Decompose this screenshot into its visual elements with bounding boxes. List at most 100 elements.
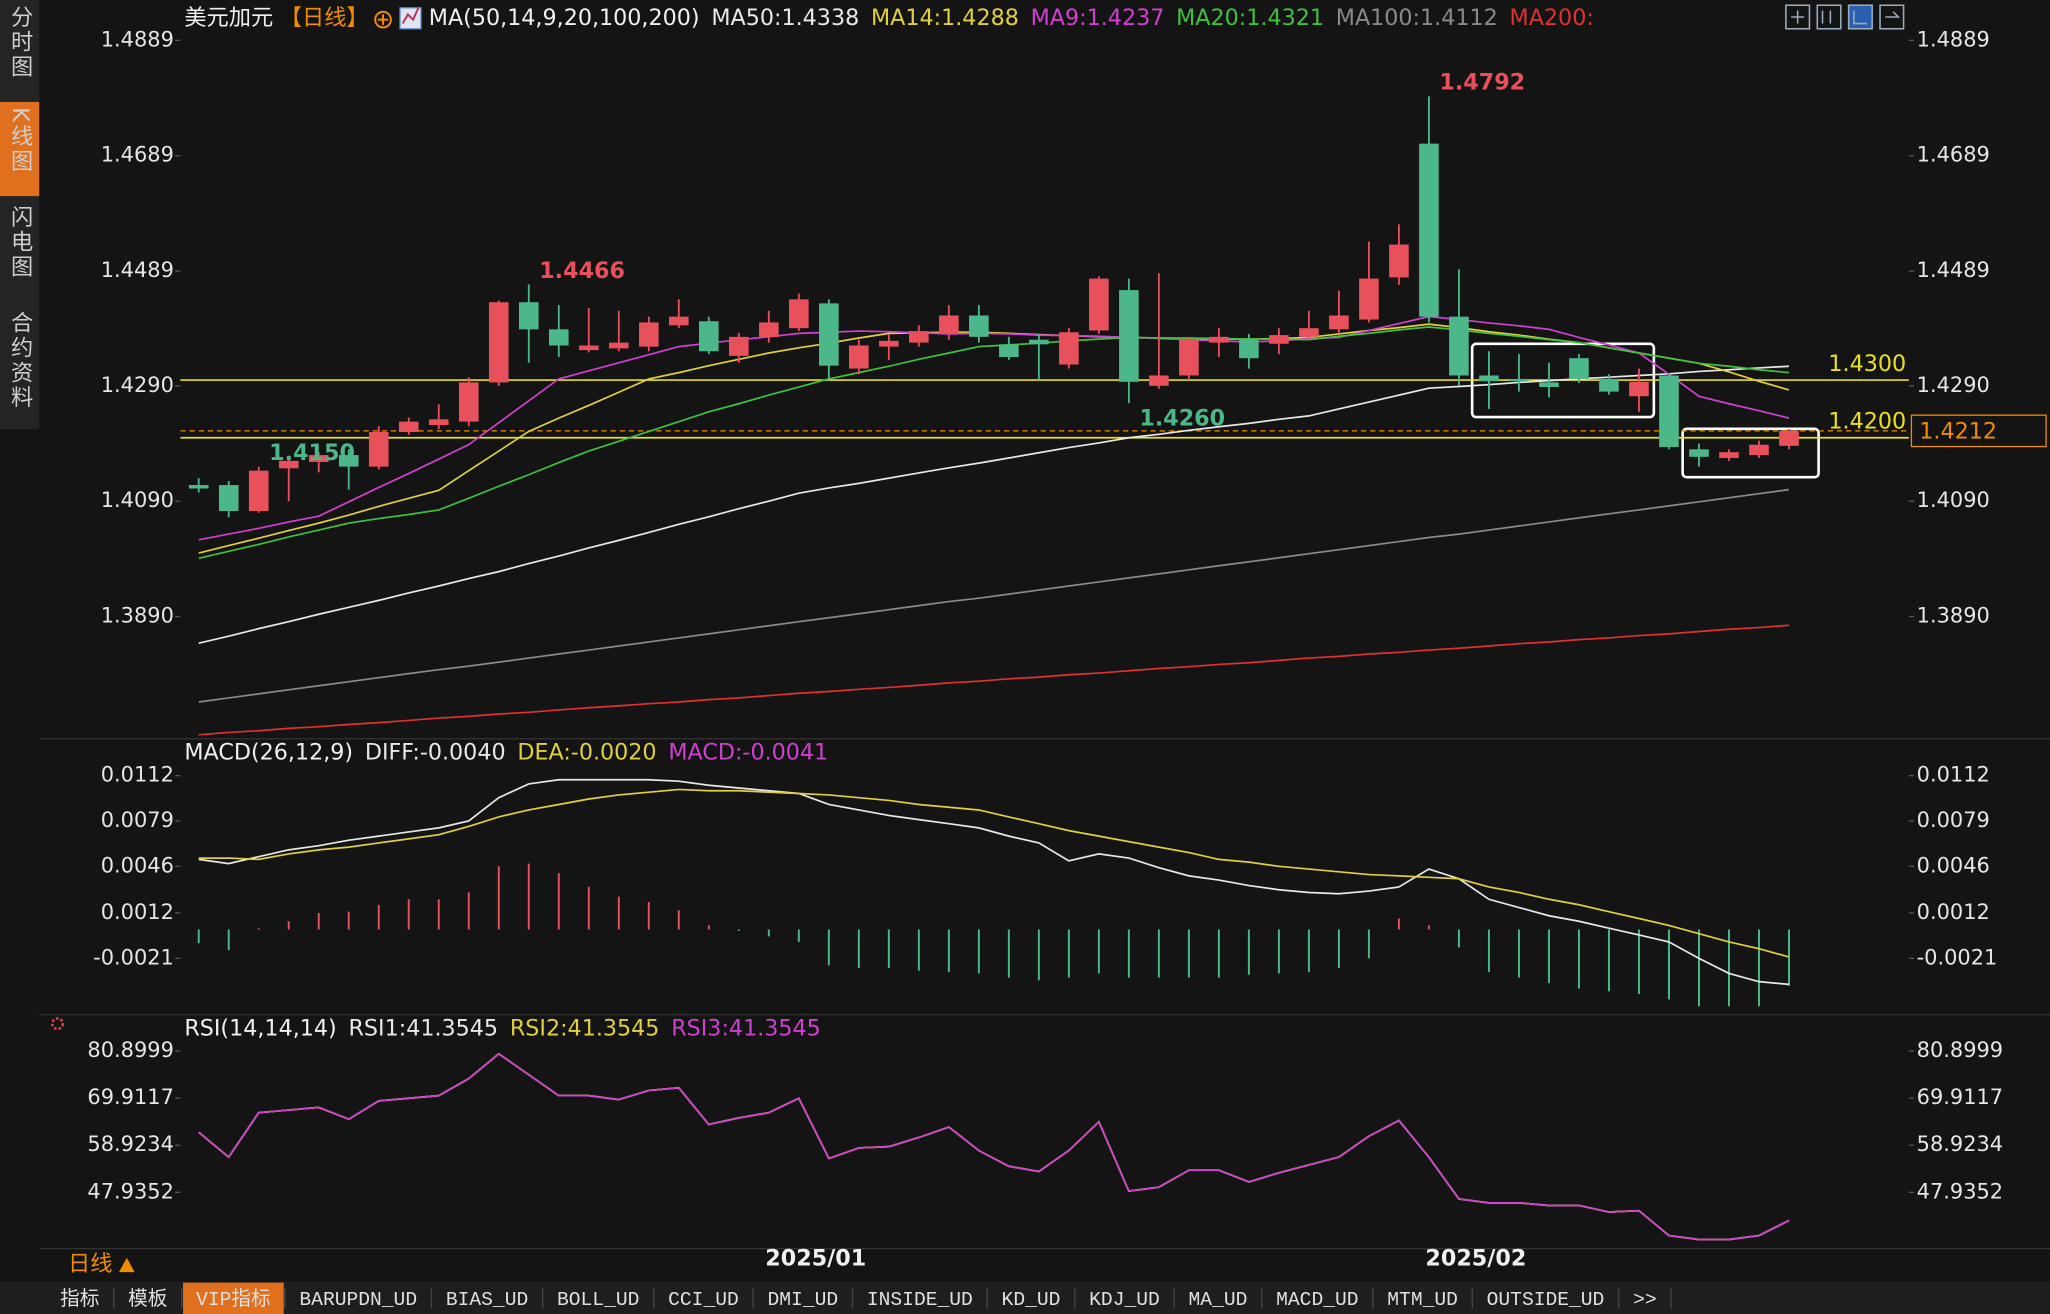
- period-label[interactable]: 日线: [68, 1251, 112, 1277]
- candle-body: [578, 345, 599, 351]
- candle-body: [368, 431, 389, 467]
- toolbar-tab[interactable]: 模板: [128, 1288, 167, 1311]
- y-tick-label: -0.0021: [93, 945, 174, 969]
- candle-body: [849, 345, 869, 369]
- toolbar-tab[interactable]: DMI_UD: [768, 1289, 839, 1311]
- candle-body: [188, 485, 209, 489]
- toolbar: [0, 1281, 2050, 1314]
- sidebar-tab[interactable]: K线图: [7, 107, 33, 174]
- chart-title: 美元加元: [184, 5, 273, 31]
- x-tick-label: 2025/02: [1425, 1246, 1526, 1272]
- candle-body: [1269, 335, 1289, 344]
- y-tick-label: 80.8999: [87, 1038, 173, 1062]
- toolbar-tab[interactable]: 指标: [60, 1288, 99, 1311]
- legend-entry: RSI2:41.3545: [510, 1015, 660, 1041]
- sidebar-active: [0, 101, 40, 197]
- candle-body: [278, 460, 299, 469]
- toolbar-tab[interactable]: BIAS_UD: [446, 1289, 528, 1311]
- candle-body: [759, 322, 779, 337]
- toolbar-tab[interactable]: MA_UD: [1189, 1289, 1248, 1311]
- price-annotation: 1.4792: [1439, 70, 1525, 96]
- add-icon[interactable]: [374, 10, 392, 29]
- y-tick-label-right: 1.4290: [1917, 373, 1990, 397]
- price-annotation: 1.4260: [1139, 405, 1225, 431]
- candle-body: [398, 421, 419, 432]
- y-tick-label-right: 0.0112: [1917, 763, 1990, 787]
- y-tick-label-right: 1.4090: [1917, 488, 1990, 512]
- icon[interactable]: [1879, 4, 1905, 30]
- y-tick-label: 0.0112: [101, 763, 174, 787]
- toolbar-tab[interactable]: KDJ_UD: [1089, 1289, 1160, 1311]
- toolbar-tab[interactable]: CCI_UD: [668, 1289, 739, 1311]
- y-tick-label: 0.0046: [101, 853, 174, 877]
- legend-title: RSI(14,14,14): [184, 1015, 336, 1041]
- legend-title: MA(50,14,9,20,100,200): [429, 5, 700, 31]
- candle-body: [1059, 332, 1079, 365]
- candle-body: [428, 419, 449, 426]
- icon[interactable]: [1816, 4, 1842, 30]
- toolbar-icons[interactable]: [1785, 4, 1905, 30]
- ma-line: [198, 488, 1790, 703]
- candle-body: [1749, 444, 1769, 456]
- legend-entry: DEA:-0.0020: [517, 740, 656, 766]
- ma-icon-glyph: [401, 7, 420, 25]
- toolbar-tab[interactable]: MACD_UD: [1276, 1289, 1358, 1311]
- candle-body: [1329, 315, 1349, 330]
- candle-body: [218, 485, 239, 512]
- y-tick-label-right: 0.0046: [1917, 853, 1990, 877]
- toolbar-tab[interactable]: INSIDE_UD: [867, 1289, 973, 1311]
- candle-body: [1659, 375, 1679, 447]
- candle-body: [1719, 452, 1739, 458]
- y-tick-label: 1.4489: [101, 258, 174, 282]
- toolbar-tab[interactable]: VIP指标: [196, 1288, 271, 1311]
- toolbar-tab[interactable]: KD_UD: [1002, 1289, 1061, 1311]
- candle-body: [909, 331, 929, 343]
- sidebar-tab[interactable]: 闪电图: [7, 205, 33, 280]
- y-tick-label: 69.9117: [87, 1085, 173, 1109]
- y-tick-label: 58.9234: [87, 1132, 173, 1156]
- price-annotation: 1.4150: [269, 440, 355, 466]
- candle-body: [789, 299, 809, 329]
- legend-entry: MACD:-0.0041: [668, 740, 828, 766]
- legend-entry: MA100:1.4112: [1336, 5, 1498, 31]
- candle-body: [1599, 378, 1619, 392]
- candle-body: [969, 315, 989, 337]
- candle-body: [939, 315, 959, 334]
- ma-line: [198, 315, 1790, 541]
- legend-entry: RSI1:41.3545: [348, 1015, 498, 1041]
- icon[interactable]: [1847, 4, 1873, 30]
- last-price-label: 1.4212: [1919, 419, 1997, 445]
- toolbar-tab[interactable]: BOLL_UD: [557, 1289, 639, 1311]
- icon[interactable]: [1785, 4, 1811, 30]
- y-tick-label-right: 1.3890: [1917, 604, 1990, 628]
- x-tick-label: 2025/01: [765, 1246, 866, 1272]
- toolbar-tab[interactable]: BARUPDN_UD: [299, 1289, 417, 1311]
- indicator-icon: [50, 1017, 65, 1031]
- candle-body: [1149, 375, 1169, 386]
- y-tick-label: 1.4290: [101, 373, 174, 397]
- support-label: 1.4300: [1828, 351, 1906, 377]
- y-tick-label-right: 1.4689: [1917, 143, 1990, 167]
- toolbar-tab[interactable]: MTM_UD: [1387, 1289, 1458, 1311]
- legend-entry: MA50:1.4338: [711, 5, 859, 31]
- candle-body: [819, 303, 839, 366]
- period-arrow: [118, 1257, 135, 1273]
- price-annotation: 1.4466: [539, 258, 625, 284]
- sidebar-tab[interactable]: 合约资料: [7, 311, 33, 411]
- toolbar-tab-bg: [183, 1282, 284, 1314]
- candle-body: [638, 322, 659, 347]
- sidebar: [0, 0, 40, 429]
- sidebar-tab[interactable]: 分时图: [7, 5, 33, 80]
- candle-body: [1449, 316, 1469, 376]
- last-price-box: [1910, 414, 2047, 448]
- y-tick-label-right: 47.9352: [1917, 1179, 2003, 1203]
- y-tick-label: 1.4689: [101, 143, 174, 167]
- candle-body: [1119, 290, 1139, 382]
- toolbar-tab[interactable]: >>: [1633, 1289, 1657, 1311]
- y-tick-label-right: 1.4889: [1917, 27, 1990, 51]
- candle-body: [668, 316, 689, 326]
- toolbar-tab[interactable]: OUTSIDE_UD: [1487, 1289, 1605, 1311]
- ma-line: [198, 365, 1789, 644]
